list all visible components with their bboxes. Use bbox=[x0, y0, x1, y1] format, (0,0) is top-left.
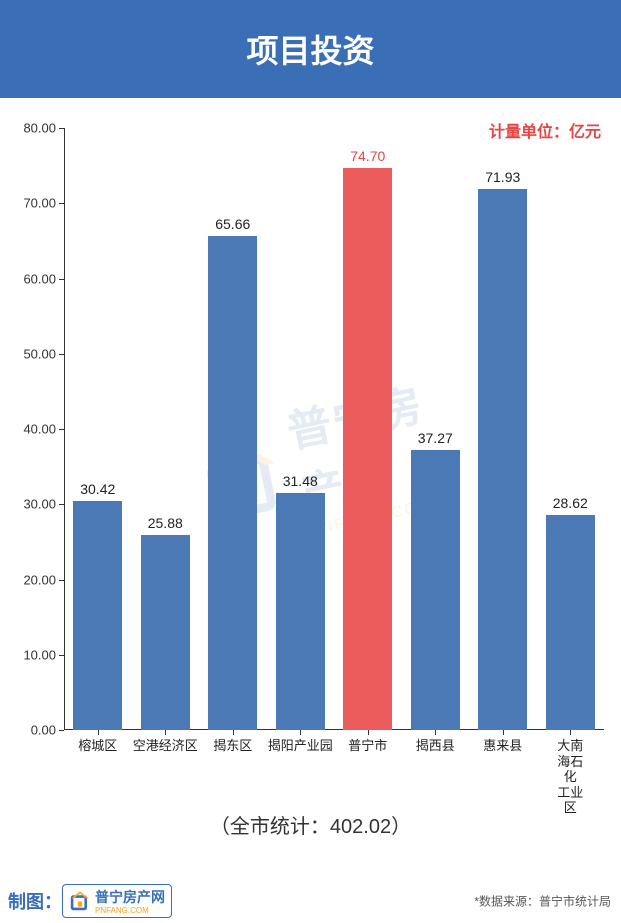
bar-value-label: 65.66 bbox=[215, 216, 250, 236]
ytick-label: 60.00 bbox=[6, 271, 56, 286]
ytick-mark bbox=[59, 354, 64, 355]
category-label: 揭阳产业园 bbox=[268, 738, 333, 754]
bar bbox=[478, 189, 527, 730]
y-axis-line bbox=[64, 128, 65, 730]
ytick-mark bbox=[59, 279, 64, 280]
ytick-label: 40.00 bbox=[6, 422, 56, 437]
ytick-mark bbox=[59, 128, 64, 129]
ytick-mark bbox=[59, 580, 64, 581]
category-label: 惠来县 bbox=[483, 738, 522, 754]
header-bar: 项目投资 bbox=[0, 0, 621, 98]
plot-area: 30.42 25.88 65.66 31.48 74.70 37.27 71.93 28.62 bbox=[64, 128, 604, 730]
xtick-mark bbox=[435, 730, 436, 735]
bar-value-label: 31.48 bbox=[283, 473, 318, 493]
bar bbox=[343, 168, 392, 730]
ytick-label: 50.00 bbox=[6, 346, 56, 361]
x-labels-row: 榕城区空港经济区揭东区揭阳产业园普宁市揭西县惠来县大南海石化工业区 bbox=[64, 738, 604, 778]
category-label: 揭东区 bbox=[213, 738, 252, 754]
ytick-label: 0.00 bbox=[6, 723, 56, 738]
total-label: （全市统计：402.02） bbox=[0, 810, 621, 839]
xtick-mark bbox=[165, 730, 166, 735]
bar-value-label: 30.42 bbox=[80, 481, 115, 501]
xtick-mark bbox=[300, 730, 301, 735]
xtick-mark bbox=[570, 730, 571, 735]
category-label: 大南海石化工业区 bbox=[553, 738, 587, 816]
credit-prefix: 制图： bbox=[8, 888, 62, 914]
xtick-mark bbox=[98, 730, 99, 735]
category-label: 揭西县 bbox=[416, 738, 455, 754]
chart-area: 普宁房产网 PNFANG.COM 30.4225.8865.6631.4874.… bbox=[64, 128, 604, 793]
bar bbox=[208, 236, 257, 730]
ytick-label: 30.00 bbox=[6, 497, 56, 512]
ytick-mark bbox=[59, 504, 64, 505]
ytick-mark bbox=[59, 655, 64, 656]
ytick-label: 80.00 bbox=[6, 121, 56, 136]
page-root: 项目投资 计量单位：亿元 普宁房产网 PNFANG.COM 30.4225.88… bbox=[0, 0, 621, 923]
category-label: 普宁市 bbox=[348, 738, 387, 754]
ytick-label: 20.00 bbox=[6, 572, 56, 587]
ytick-mark bbox=[59, 429, 64, 430]
footer-bar: 制图： 普宁房产网 PNFANG.COM *数据来源：普宁市统计局 bbox=[0, 879, 621, 923]
bar bbox=[411, 450, 460, 730]
bar bbox=[546, 515, 595, 730]
ytick-label: 70.00 bbox=[6, 196, 56, 211]
category-label: 空港经济区 bbox=[133, 738, 198, 754]
bar-value-label: 37.27 bbox=[418, 430, 453, 450]
bar bbox=[276, 493, 325, 730]
category-label: 榕城区 bbox=[78, 738, 117, 754]
xtick-mark bbox=[503, 730, 504, 735]
logo-text-cn: 普宁房产网 bbox=[95, 889, 165, 905]
logo-icon bbox=[69, 890, 91, 912]
bar bbox=[141, 535, 190, 730]
xtick-mark bbox=[233, 730, 234, 735]
credit-logo: 普宁房产网 PNFANG.COM bbox=[62, 884, 172, 918]
ytick-label: 10.00 bbox=[6, 647, 56, 662]
ytick-mark bbox=[59, 730, 64, 731]
header-title: 项目投资 bbox=[246, 26, 374, 72]
logo-text-en: PNFANG.COM bbox=[95, 907, 165, 915]
bar-value-label: 71.93 bbox=[485, 169, 520, 189]
xtick-mark bbox=[368, 730, 369, 735]
ytick-mark bbox=[59, 203, 64, 204]
source-label: *数据来源：普宁市统计局 bbox=[474, 893, 611, 910]
bar-value-label: 28.62 bbox=[553, 495, 588, 515]
bar-value-label: 25.88 bbox=[148, 515, 183, 535]
bar-value-label: 74.70 bbox=[350, 148, 385, 168]
bar bbox=[73, 501, 122, 730]
